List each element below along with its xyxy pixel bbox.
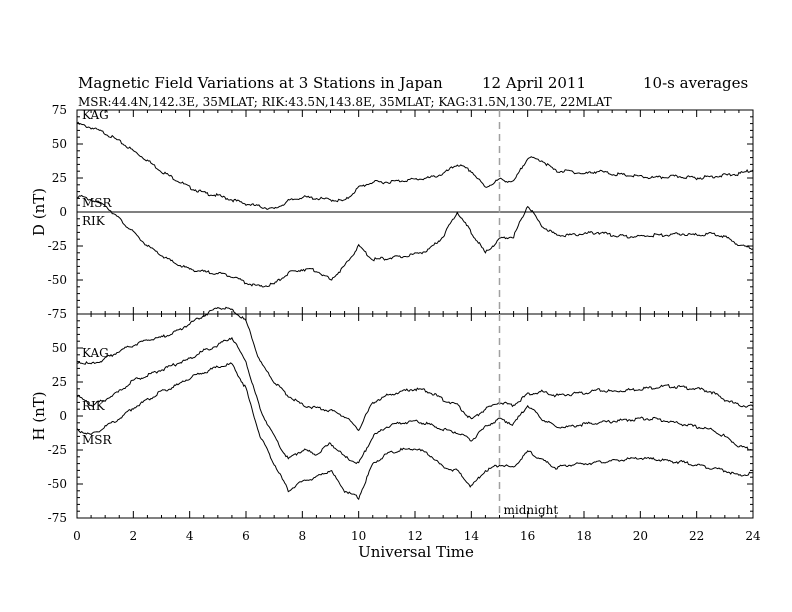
- panel-frame: [76, 313, 754, 519]
- y-axis-label: D (nT): [30, 188, 48, 236]
- chart-stations: MSR:44.4N,142.3E, 35MLAT; RIK:43.5N,143.…: [78, 95, 612, 109]
- y-tick-label: 50: [52, 137, 67, 151]
- series-label-msr: MSR: [82, 196, 113, 210]
- x-tick-label: 0: [73, 529, 81, 543]
- y-tick-label: 0: [59, 409, 67, 423]
- series-line-kag: [77, 306, 754, 432]
- y-tick-label: 25: [52, 171, 67, 185]
- x-tick-label: 18: [576, 529, 591, 543]
- plot-area: 75 50 25 0 -25 -50 -75 D (nT) 50 25 0 -25 -50 -75 H (n…: [30, 103, 761, 543]
- y-tick-label: -50: [48, 477, 67, 491]
- y-tick-label: -75: [48, 307, 67, 321]
- series-line-rik: [76, 336, 754, 465]
- x-tick-label: 10: [351, 529, 366, 543]
- series-line-msr: [76, 362, 754, 501]
- x-tick-label: 16: [520, 529, 535, 543]
- y-axis-label: H (nT): [30, 391, 48, 440]
- chart-date: 12 April 2011: [482, 74, 586, 92]
- y-tick-label: 50: [52, 341, 67, 355]
- x-tick-label: 6: [242, 529, 250, 543]
- y-tick-label: -75: [48, 511, 67, 525]
- y-tick-label: 0: [59, 205, 67, 219]
- x-axis-label: Universal Time: [358, 543, 474, 561]
- x-tick-label: 12: [407, 529, 422, 543]
- x-tick-label: 2: [130, 529, 138, 543]
- series-label-rik: RIK: [82, 399, 106, 413]
- y-tick-label: -25: [48, 443, 67, 457]
- series-label-rik: RIK: [82, 214, 106, 228]
- y-tick-label: -25: [48, 239, 67, 253]
- x-tick-label: 20: [633, 529, 648, 543]
- midnight-label: midnight: [504, 503, 559, 517]
- chart-title: Magnetic Field Variations at 3 Stations …: [78, 74, 443, 92]
- series-label-kag: KAG: [82, 346, 109, 360]
- y-tick-label: 25: [52, 375, 67, 389]
- y-tick-label: -50: [48, 273, 67, 287]
- series-label-kag: KAG: [82, 108, 109, 122]
- x-tick-label: 22: [689, 529, 704, 543]
- x-tick-label: 24: [745, 529, 761, 543]
- series-line-rik: [76, 194, 754, 288]
- series-line-kag: [76, 121, 754, 210]
- x-tick-label: 8: [299, 529, 307, 543]
- x-tick-label: 14: [464, 529, 480, 543]
- x-tick-label: 4: [186, 529, 194, 543]
- series-label-msr: MSR: [82, 433, 113, 447]
- chart-averaging: 10-s averages: [643, 74, 748, 92]
- y-tick-label: 75: [52, 103, 67, 117]
